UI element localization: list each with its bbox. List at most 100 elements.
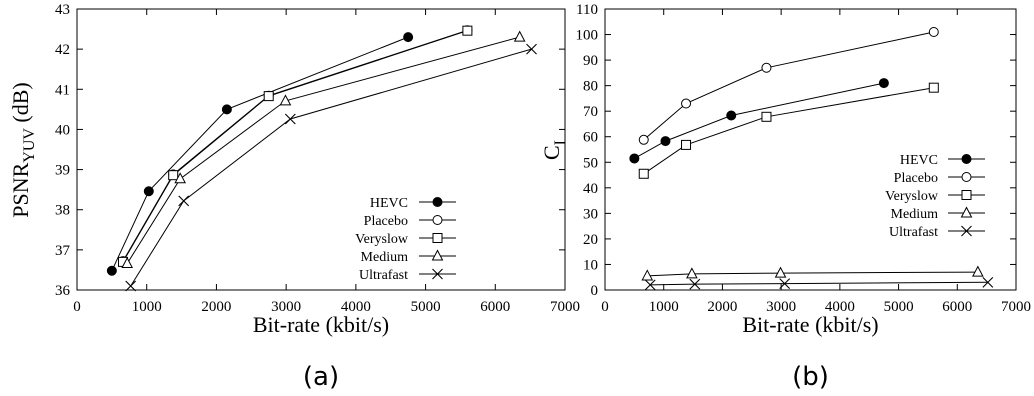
series-placebo: [118, 25, 473, 267]
x-tick-label: 3000: [271, 299, 301, 315]
x-axis-title: Bit-rate (kbit/s): [253, 312, 389, 337]
series-hevc: [629, 78, 889, 164]
x-tick-label: 3000: [766, 299, 796, 315]
legend-marker: [431, 249, 444, 261]
data-point: [761, 111, 772, 122]
x-tick-label: 0: [73, 299, 81, 315]
y-tick-label: 70: [583, 104, 598, 120]
series-ultrafast: [644, 276, 994, 291]
legend-label: Medium: [891, 207, 939, 222]
data-point: [403, 32, 414, 43]
legend-marker: [961, 154, 972, 164]
chart-a: 0 1000 2000 3000 4000 5000 6000 7000 36 37 38 39 40 4…: [8, 2, 580, 392]
series-veryslow: [118, 25, 473, 267]
data-point: [263, 91, 274, 102]
data-point: [660, 136, 671, 147]
data-point: [982, 276, 994, 288]
data-point: [761, 62, 772, 73]
y-tick-label: 43: [55, 2, 70, 18]
data-point: [779, 278, 791, 290]
x-axis-title: Bit-rate (kbit/s): [742, 312, 878, 337]
data-point: [726, 110, 737, 121]
series-placebo: [638, 26, 939, 145]
data-point: [174, 172, 187, 184]
legend-label: Veryslow: [885, 189, 939, 204]
legend-marker: [432, 215, 443, 225]
y-tick-label: 40: [583, 181, 598, 197]
series-line: [126, 36, 520, 264]
data-point: [629, 153, 640, 164]
y-axis-title: PSNRYUV (dB): [8, 82, 38, 218]
chart-caption: (a): [303, 362, 339, 392]
legend-marker: [432, 268, 443, 280]
y-tick-label: 36: [55, 283, 71, 299]
x-tick-label: 7000: [1001, 299, 1031, 315]
legend-marker: [961, 172, 972, 182]
data-point: [462, 25, 473, 36]
series-hevc: [106, 32, 414, 276]
y-tick-label: 0: [591, 283, 599, 299]
data-point: [681, 139, 692, 150]
data-point: [143, 186, 154, 197]
data-point: [928, 26, 939, 37]
y-tick-label: 40: [55, 122, 70, 138]
series-line: [643, 87, 934, 175]
chart-caption: (b): [792, 362, 829, 392]
series-medium: [121, 30, 526, 269]
legend-label: Medium: [361, 250, 409, 265]
data-point: [638, 134, 649, 145]
x-tick-label: 5000: [411, 299, 441, 315]
y-tick-label: 42: [55, 42, 70, 58]
series-line: [634, 82, 885, 159]
data-point: [279, 94, 292, 106]
legend-label: HEVC: [370, 196, 408, 211]
legend-label: Veryslow: [355, 232, 409, 247]
y-tick-label: 39: [55, 163, 70, 179]
data-point: [689, 278, 701, 290]
x-tick-label: 2000: [201, 299, 231, 315]
series-line: [650, 281, 988, 286]
x-tick-label: 0: [601, 299, 609, 315]
data-point: [178, 195, 190, 207]
x-tick-label: 6000: [480, 299, 510, 315]
x-tick-label: 7000: [550, 299, 580, 315]
data-point: [168, 170, 179, 181]
y-tick-label: 100: [576, 28, 599, 44]
y-tick-label: 80: [583, 79, 598, 95]
data-point: [644, 279, 656, 291]
series-veryslow: [638, 82, 939, 179]
plot-frame: [76, 8, 566, 291]
data-point: [513, 30, 526, 42]
series-ultrafast: [125, 43, 537, 292]
data-point: [638, 168, 649, 179]
data-point: [972, 265, 984, 277]
y-tick-label: 110: [576, 2, 598, 18]
y-tick-label: 38: [55, 203, 70, 219]
data-point: [774, 266, 787, 278]
y-tick-label: 41: [55, 82, 70, 98]
chart-b: 0 1000 2000 3000 4000 5000 6000 7000 0 10 20 30 40 50…: [539, 2, 1031, 392]
data-point: [928, 82, 939, 93]
legend-label: Placebo: [894, 171, 938, 186]
series-medium: [641, 265, 984, 281]
series-line: [130, 48, 532, 287]
data-point: [125, 280, 137, 292]
x-tick-label: 5000: [884, 299, 914, 315]
y-tick-label: 37: [55, 243, 71, 259]
data-point: [106, 265, 117, 276]
series-line: [111, 36, 409, 271]
data-point: [878, 78, 889, 89]
legend-marker: [432, 197, 443, 207]
y-axis-title: CI: [539, 140, 569, 160]
x-tick-label: 4000: [341, 299, 371, 315]
legend-label: Ultrafast: [889, 225, 938, 240]
y-tick-label: 20: [583, 232, 598, 248]
y-tick-label: 90: [583, 53, 598, 69]
legend-marker: [432, 233, 443, 243]
y-tick-label: 30: [583, 206, 598, 222]
y-tick-label: 50: [583, 155, 598, 171]
data-point: [686, 267, 698, 279]
x-tick-label: 2000: [707, 299, 737, 315]
legend-marker: [961, 190, 972, 200]
data-point: [526, 43, 537, 55]
